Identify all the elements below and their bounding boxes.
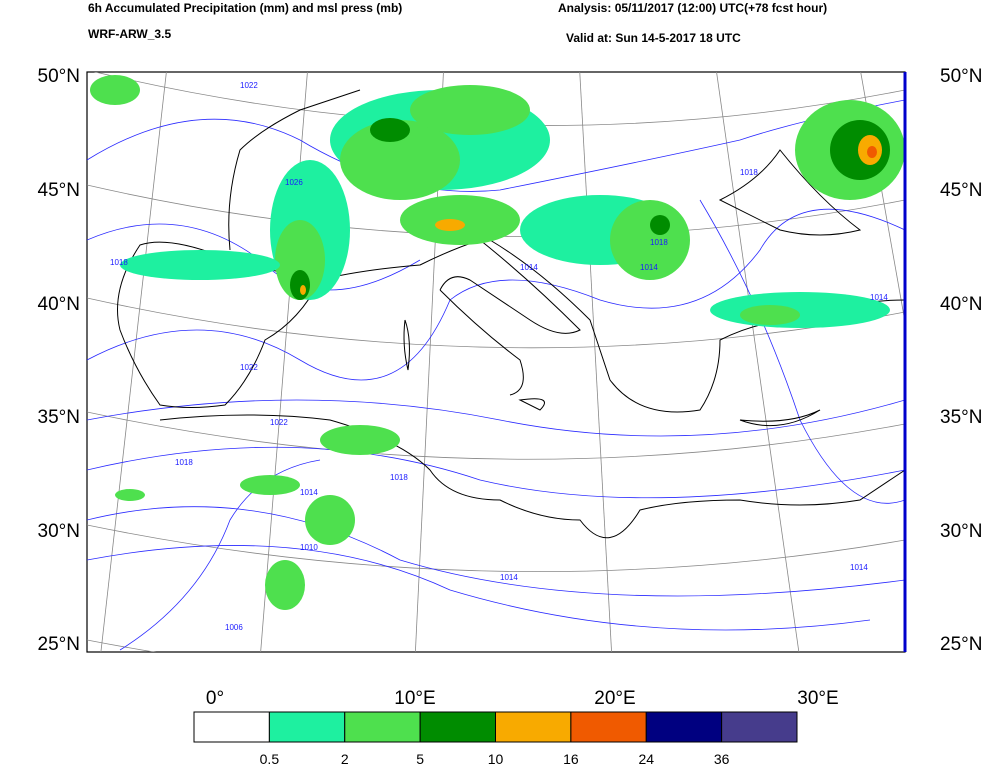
isobar-label: 1014 (870, 293, 888, 302)
colorbar-label: 36 (714, 751, 730, 767)
isobar-label: 1014 (520, 263, 538, 272)
lat-label-right: 30°N (940, 521, 982, 542)
colorbar-label: 2 (341, 751, 349, 767)
colorbar-swatch (645, 711, 723, 743)
isobar-label: 1014 (300, 488, 318, 497)
colorbar-swatch (419, 711, 496, 743)
colorbar-swatch (721, 711, 798, 743)
colorbar-swatch (570, 711, 647, 743)
lat-label-left: 25°N (38, 634, 80, 655)
isobar-label: 1022 (240, 363, 258, 372)
colorbar-swatch (495, 711, 572, 743)
isobar-label: 1018 (175, 458, 193, 467)
map: 1022 1026 1018 1022 1014 1018 1018 1014 1022 1018… (86, 71, 907, 653)
colorbar-label: 5 (416, 751, 424, 767)
colorbar-label: 10 (488, 751, 504, 767)
lat-label-right: 35°N (940, 407, 982, 428)
colorbar-label: 24 (638, 751, 654, 767)
isobar-label: 1018 (110, 258, 128, 267)
isobar-label: 1022 (240, 81, 258, 90)
colorbar-swatch (344, 711, 421, 743)
lat-label-right: 45°N (940, 180, 982, 201)
isobar-label: 1006 (225, 623, 243, 632)
lat-label-left: 35°N (38, 407, 80, 428)
lat-label-left: 45°N (38, 180, 80, 201)
lat-label-right: 25°N (940, 634, 982, 655)
isobar-label: 1014 (640, 263, 658, 272)
colorbar: 0.5 2 5 10 16 24 36 (193, 711, 798, 767)
isobar-label: 1026 (285, 178, 303, 187)
lon-label: 20°E (594, 688, 635, 709)
valid-time: Valid at: Sun 14-5-2017 18 UTC (566, 31, 741, 45)
analysis: Analysis: 05/11/2017 (12:00) UTC(+78 fcs… (558, 1, 827, 15)
lat-label-right: 40°N (940, 294, 982, 315)
title: 6h Accumulated Precipitation (mm) and ms… (88, 1, 402, 15)
lon-label: 10°E (394, 688, 435, 709)
precipitation (90, 75, 905, 610)
model: WRF-ARW_3.5 (88, 27, 171, 41)
isobar-label: 1018 (390, 473, 408, 482)
lon-label: 30°E (797, 688, 838, 709)
lat-label-right: 50°N (940, 66, 982, 87)
colorbar-swatch (268, 711, 346, 743)
lon-label: 0° (206, 688, 224, 709)
isobar-label: 1018 (740, 168, 758, 177)
colorbar-label: 16 (563, 751, 579, 767)
isobar-label: 1022 (270, 418, 288, 427)
isobar-label: 1010 (300, 543, 318, 552)
lat-label-left: 50°N (38, 66, 80, 87)
isobar-label: 1014 (850, 563, 868, 572)
isobar-label: 1018 (650, 238, 668, 247)
isobar-label: 1014 (500, 573, 518, 582)
colorbar-label: 0.5 (260, 751, 280, 767)
colorbar-swatch (193, 711, 270, 743)
lat-label-left: 40°N (38, 294, 80, 315)
lat-label-left: 30°N (38, 521, 80, 542)
